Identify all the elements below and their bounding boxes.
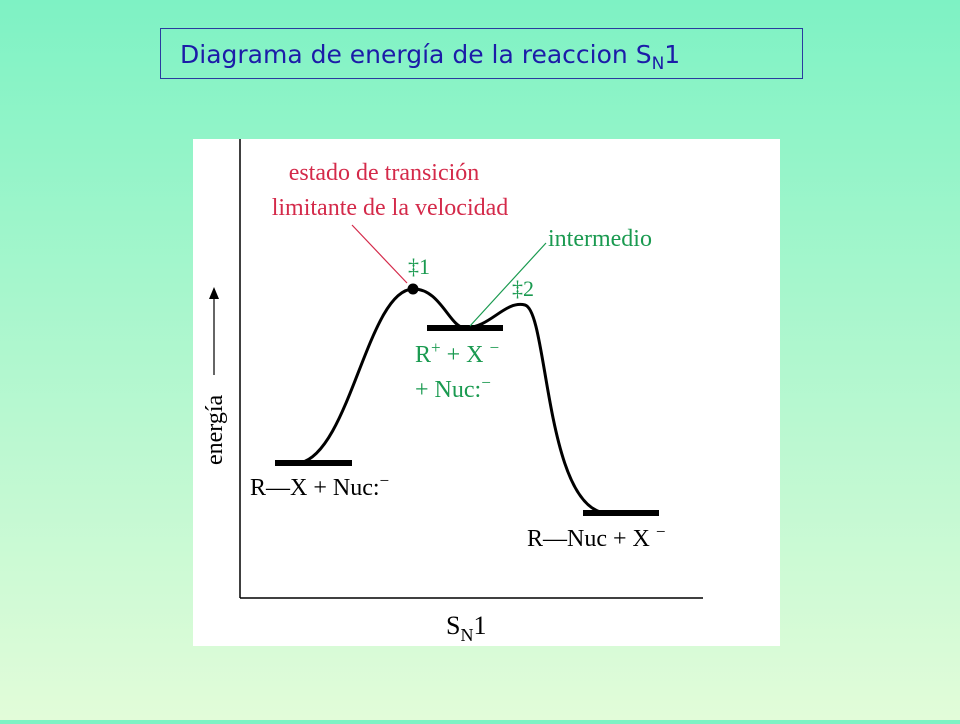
charge: + <box>431 338 441 357</box>
intermediate-level <box>427 325 503 331</box>
species: R—X + Nuc: <box>250 475 380 501</box>
title-box <box>160 28 803 79</box>
diagram: estado de transición limitante de la vel… <box>202 139 703 645</box>
x-label-end: 1 <box>473 611 486 640</box>
intermediate-label: intermedio <box>548 226 652 252</box>
intermediate-species: R+ + X − <box>415 338 499 368</box>
y-axis-label: energía <box>202 394 228 465</box>
ts-pointer <box>351 224 408 284</box>
reactants: R—X + Nuc:− <box>250 471 389 501</box>
title-sub: N <box>652 54 665 74</box>
x-label-text: S <box>446 611 460 640</box>
species: R—Nuc + X <box>527 526 656 552</box>
y-arrowhead <box>209 287 219 299</box>
title: Diagrama de energía de la reaccion SN1 <box>180 40 680 74</box>
x-axis-label: SN1 <box>446 611 486 645</box>
title-end: 1 <box>664 40 680 69</box>
ts-label: estado de transición <box>289 160 480 186</box>
products: R—Nuc + X − <box>527 522 665 552</box>
ts2-label: ‡2 <box>512 276 534 301</box>
x-label-sub: N <box>460 625 473 645</box>
species: + X <box>441 342 490 368</box>
intermediate-pointer <box>469 242 547 327</box>
title-text: Diagrama de energía de la reaccion S <box>180 40 652 69</box>
product-level <box>583 510 659 516</box>
species: R <box>415 342 431 368</box>
species: + Nuc: <box>415 377 481 403</box>
transition-point <box>407 283 419 295</box>
charge: − <box>489 338 499 357</box>
ts1-label: ‡1 <box>408 254 430 279</box>
charge: − <box>380 471 390 490</box>
charge: − <box>656 522 666 541</box>
ts-label: limitante de la velocidad <box>272 195 509 221</box>
intermediate-species: + Nuc:− <box>415 373 491 403</box>
diagram-panel <box>193 139 780 646</box>
reactant-level <box>275 460 352 466</box>
y-label-group: energía <box>202 287 228 465</box>
charge: − <box>481 373 491 392</box>
